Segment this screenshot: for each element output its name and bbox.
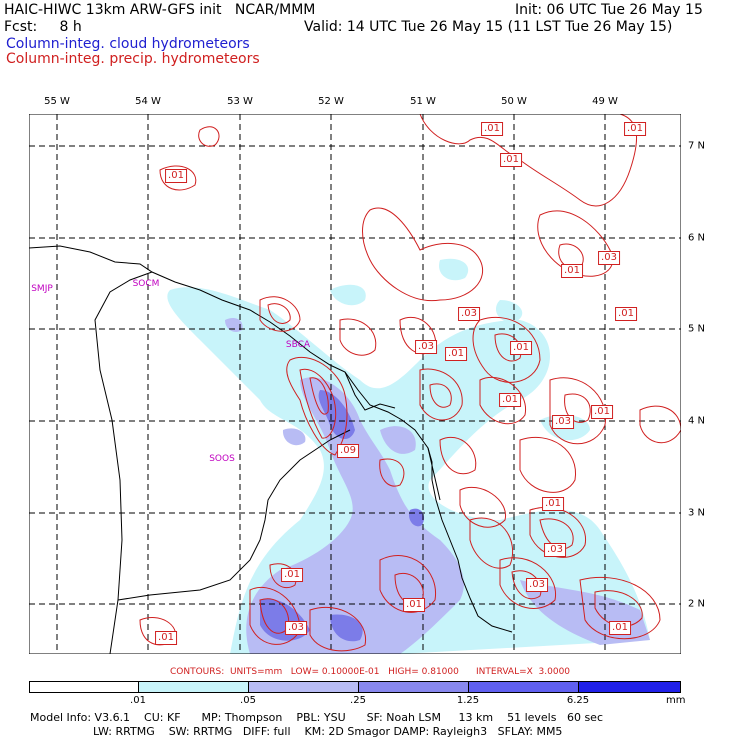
lat-label-2n: 2 N xyxy=(688,598,706,610)
contour-label: .01 xyxy=(155,631,177,645)
forecast-hour: Fcst: 8 h xyxy=(4,19,82,35)
colorbar-segment xyxy=(358,681,469,693)
colorbar-tick: .05 xyxy=(240,695,256,706)
contour-label: .03 xyxy=(552,415,574,429)
contour-label: .01 xyxy=(510,341,532,355)
colorbar-segment xyxy=(29,681,139,693)
contour-label: .01 xyxy=(481,122,503,136)
contour-label: .01 xyxy=(624,122,646,136)
lon-label-54w: 54 W xyxy=(135,96,161,107)
contour-label: .01 xyxy=(165,169,187,183)
plot-title: HAIC-HIWC 13km ARW-GFS init NCAR/MMM xyxy=(4,2,316,18)
contour-label: .01 xyxy=(281,568,303,582)
colorbar-segment xyxy=(468,681,579,693)
lon-label-50w: 50 W xyxy=(501,96,527,107)
field-label-precip: Column-integ. precip. hydrometeors xyxy=(6,51,260,67)
colorbar-tick: .25 xyxy=(350,695,366,706)
coastline xyxy=(29,245,513,654)
valid-time: Valid: 14 UTC Tue 26 May 15 (11 LST Tue … xyxy=(304,19,673,35)
init-time: Init: 06 UTC Tue 26 May 15 xyxy=(515,2,703,18)
contour-label: .01 xyxy=(403,598,425,612)
colorbar-segment xyxy=(578,681,681,693)
contour-label: .01 xyxy=(561,264,583,278)
lon-label-49w: 49 W xyxy=(592,96,618,107)
graticule xyxy=(29,114,681,654)
contour-label: .01 xyxy=(591,405,613,419)
contour-info: CONTOURS: UNITS=mm LOW= 0.10000E-01 HIGH… xyxy=(169,667,571,677)
lat-label-3n: 3 N xyxy=(688,507,706,519)
station-label-smjp: SMJP xyxy=(31,284,53,294)
contour-label: .01 xyxy=(500,153,522,167)
colorbar-tick: .01 xyxy=(130,695,146,706)
station-label-soos: SOOS xyxy=(209,454,235,464)
contour-label: .03 xyxy=(415,340,437,354)
model-info-line1: Model Info: V3.6.1 CU: KF MP: Thompson P… xyxy=(30,711,603,724)
contour-label: .03 xyxy=(285,621,307,635)
colorbar-unit: mm xyxy=(666,695,686,706)
field-label-cloud: Column-integ. cloud hydrometeors xyxy=(6,36,250,52)
contour-label: .03 xyxy=(458,307,480,321)
station-label-socm: SOCM xyxy=(132,279,160,289)
lon-label-55w: 55 W xyxy=(44,96,70,107)
colorbar-segment xyxy=(138,681,249,693)
contour-label: .03 xyxy=(598,251,620,265)
lat-label-4n: 4 N xyxy=(688,415,706,427)
lat-label-7n: 7 N xyxy=(688,140,706,152)
contour-label: .01 xyxy=(609,621,631,635)
contour-label: .01 xyxy=(542,497,564,511)
contour-label: .03 xyxy=(526,578,548,592)
colorbar-segment xyxy=(248,681,359,693)
lat-label-6n: 6 N xyxy=(688,232,706,244)
contour-label: .01 xyxy=(445,347,467,361)
station-label-sbca: SBCA xyxy=(285,340,311,350)
lat-label-5n: 5 N xyxy=(688,323,706,335)
model-info-line2: LW: RRTMG SW: RRTMG DIFF: full KM: 2D Sm… xyxy=(30,725,563,738)
lon-label-53w: 53 W xyxy=(227,96,253,107)
contour-label: .01 xyxy=(615,307,637,321)
lon-label-52w: 52 W xyxy=(318,96,344,107)
lon-label-51w: 51 W xyxy=(410,96,436,107)
map-plot xyxy=(29,114,681,654)
contour-label: .03 xyxy=(544,543,566,557)
colorbar-tick: 6.25 xyxy=(566,695,590,706)
contour-label: .09 xyxy=(337,444,359,458)
contour-label: .01 xyxy=(499,393,521,407)
colorbar-tick: 1.25 xyxy=(456,695,480,706)
